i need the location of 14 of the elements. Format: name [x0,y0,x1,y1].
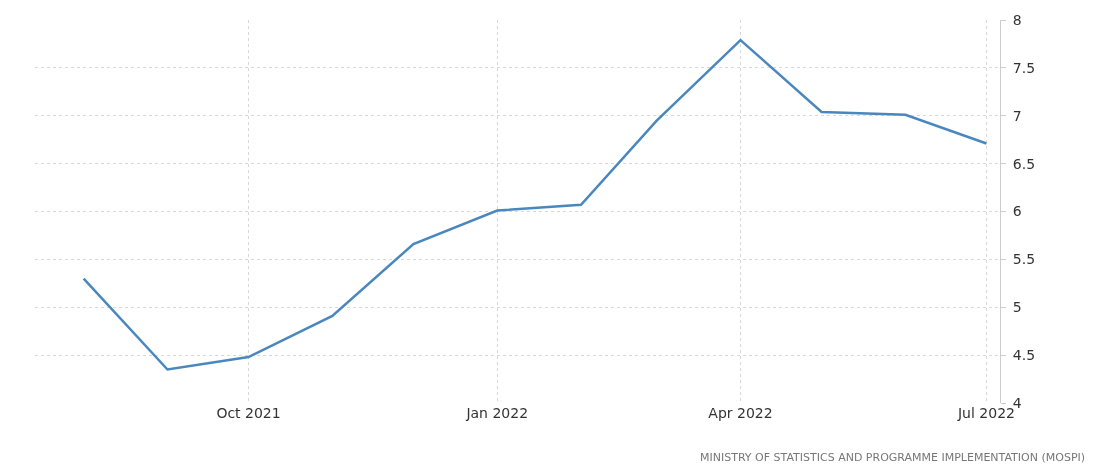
x-tick-label: Apr 2022 [708,405,773,421]
y-tick-label: 8 [1012,11,1022,28]
x-tick-label: Jul 2022 [956,405,1015,421]
y-tick-label: 6.5 [1012,155,1036,172]
text: MINISTRY OF STATISTICS AND PROGRAMME IMPLEMENTATION (MOSPI) [700,451,1086,464]
y-tick-label: 6 [1012,203,1022,220]
y-tick-label: 4.5 [1012,347,1036,364]
line-series [82,38,988,371]
y-tick-label: 5 [1012,299,1022,316]
y-tick-label: 7 [1012,107,1022,124]
y-tick-label: 5.5 [1012,251,1036,268]
x-tick-label: Oct 2021 [216,405,281,421]
x-tick-label: Jan 2022 [465,405,529,421]
y-tick-label: 7.5 [1012,59,1036,76]
